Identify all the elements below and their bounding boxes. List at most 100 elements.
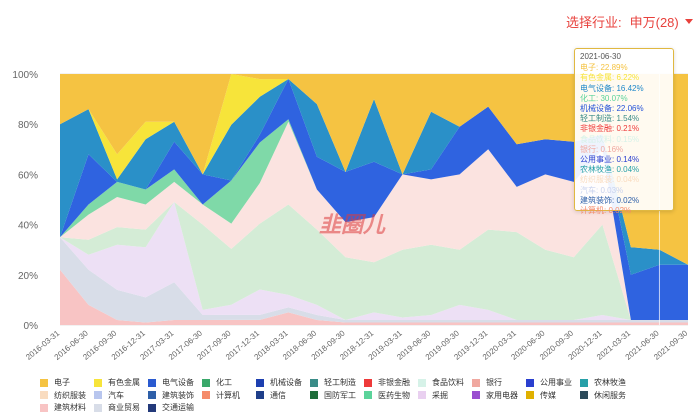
selector-label: 选择行业:	[566, 15, 622, 30]
legend-item[interactable]: 计算机	[202, 390, 240, 401]
legend-label: 纺织服装	[54, 390, 86, 400]
tooltip-row: 非银金融: 0.21%	[580, 124, 640, 134]
legend-item[interactable]: 家用电器	[472, 390, 518, 401]
legend-swatch	[202, 391, 210, 399]
legend-label: 轻工制造	[324, 378, 356, 387]
tooltip-series-name: 电气设备	[580, 83, 612, 93]
tooltip-series-value: 6.22%	[616, 73, 640, 83]
tooltip-series-value: 0.15%	[616, 134, 640, 144]
legend-item[interactable]: 化工	[202, 377, 232, 388]
tooltip-series-value: 0.03%	[600, 185, 624, 195]
legend-label: 通信	[270, 390, 286, 400]
tooltip-series-value: 22.89%	[600, 63, 628, 73]
legend-label: 汽车	[108, 390, 124, 400]
legend-label: 建筑材料	[54, 403, 86, 412]
selector-value[interactable]: 申万(28)	[629, 15, 679, 30]
legend-swatch	[40, 391, 48, 399]
legend-label: 采掘	[432, 390, 448, 400]
legend-label: 银行	[486, 378, 502, 387]
legend-label: 电子	[54, 378, 70, 387]
legend-item[interactable]: 建筑装饰	[148, 390, 194, 401]
legend-item[interactable]: 国防军工	[310, 390, 356, 401]
legend-item[interactable]: 汽车	[94, 390, 124, 401]
tooltip-series-value: 0.02%	[608, 206, 632, 216]
tooltip-series-value: 0.14%	[616, 155, 640, 165]
y-tick-label: 100%	[12, 70, 38, 81]
legend-swatch	[94, 378, 102, 387]
tooltip-series-value: 22.06%	[616, 104, 644, 114]
legend-swatch	[94, 391, 102, 399]
tooltip-series-value: 1.54%	[616, 114, 640, 124]
legend-item[interactable]: 农林牧渔	[580, 377, 626, 388]
legend-swatch	[148, 403, 156, 412]
tooltip-series-name: 轻工制造	[580, 114, 612, 124]
legend-label: 非银金融	[378, 378, 410, 387]
chevron-down-icon[interactable]	[684, 19, 693, 24]
legend-item[interactable]: 纺织服装	[40, 390, 86, 401]
tooltip-series-name: 食品饮料	[580, 134, 612, 144]
tooltip-row: 食品饮料: 0.15%	[580, 134, 640, 144]
legend-swatch	[310, 391, 318, 399]
tooltip-row: 公用事业: 0.14%	[580, 155, 640, 165]
tooltip-date: 2021-06-30	[580, 52, 621, 61]
legend-item[interactable]: 食品饮料	[418, 377, 464, 388]
tooltip-series-name: 农林牧渔	[580, 165, 612, 175]
tooltip-series-name: 纺织服装	[580, 175, 612, 185]
tooltip-row: 电气设备: 16.42%	[580, 83, 644, 93]
tooltip-row: 化工: 30.07%	[580, 93, 628, 103]
area-机械设备	[60, 79, 688, 320]
legend-swatch	[40, 403, 48, 412]
tooltip-series-name: 建筑装饰	[580, 195, 612, 205]
y-tick-label: 0%	[24, 321, 39, 332]
legend-swatch	[472, 378, 480, 387]
tooltip-series-name: 银行	[580, 144, 596, 154]
legend-item[interactable]: 轻工制造	[310, 377, 356, 388]
tooltip-series-name: 电子	[580, 63, 596, 73]
tooltip-series-value: 0.04%	[616, 165, 640, 175]
legend-item[interactable]: 交通运输	[148, 402, 194, 413]
industry-selector[interactable]: 选择行业: 申万(28)	[566, 12, 693, 31]
legend-item[interactable]: 建筑材料	[40, 402, 86, 413]
y-tick-label: 80%	[18, 120, 38, 131]
legend-item[interactable]: 有色金属	[94, 377, 140, 388]
tooltip-series-name: 非银金融	[580, 124, 612, 134]
tooltip-series-name: 公用事业	[580, 155, 612, 165]
legend-item[interactable]: 非银金融	[364, 377, 410, 388]
tooltip-row: 轻工制造: 1.54%	[580, 114, 640, 124]
legend-item[interactable]: 电子	[40, 377, 70, 388]
legend-item[interactable]: 电气设备	[148, 377, 194, 388]
legend-swatch	[310, 378, 318, 387]
tooltip-row: 电子: 22.89%	[580, 63, 628, 73]
tooltip-row: 计算机: 0.02%	[580, 206, 632, 216]
legend-item[interactable]: 商业贸易	[94, 402, 140, 413]
legend-item[interactable]: 通信	[256, 390, 286, 401]
area-银行	[60, 121, 688, 320]
legend-label: 商业贸易	[108, 403, 140, 412]
chart-tooltip: 2021-06-30 电子: 22.89% 有色金属: 6.22% 电气设备: 16…	[574, 48, 674, 215]
legend-label: 机械设备	[270, 378, 302, 387]
tooltip-series-name: 机械设备	[580, 104, 612, 114]
legend-item[interactable]: 医药生物	[364, 390, 410, 401]
legend-label: 计算机	[216, 390, 240, 400]
legend-swatch	[40, 378, 48, 387]
legend-swatch	[148, 391, 156, 399]
legend-item[interactable]: 银行	[472, 377, 502, 388]
legend-item[interactable]: 机械设备	[256, 377, 302, 388]
y-tick-label: 60%	[18, 170, 38, 181]
tooltip-row: 有色金属: 6.22%	[580, 73, 640, 83]
tooltip-row: 银行: 0.16%	[580, 144, 624, 154]
legend-item[interactable]: 休闲服务	[580, 390, 626, 401]
legend-swatch	[418, 391, 426, 399]
legend-swatch	[580, 391, 588, 399]
tooltip-series-name: 化工	[580, 93, 596, 103]
legend-swatch	[256, 391, 264, 399]
legend-swatch	[202, 378, 210, 387]
legend-item[interactable]: 采掘	[418, 390, 448, 401]
y-tick-label: 20%	[18, 271, 38, 282]
legend-label: 国防军工	[324, 390, 356, 400]
tooltip-row: 建筑装饰: 0.02%	[580, 195, 640, 205]
legend-swatch	[256, 378, 264, 387]
legend-label: 建筑装饰	[162, 390, 194, 400]
legend-item[interactable]: 传媒	[526, 390, 556, 401]
legend-item[interactable]: 公用事业	[526, 377, 572, 388]
